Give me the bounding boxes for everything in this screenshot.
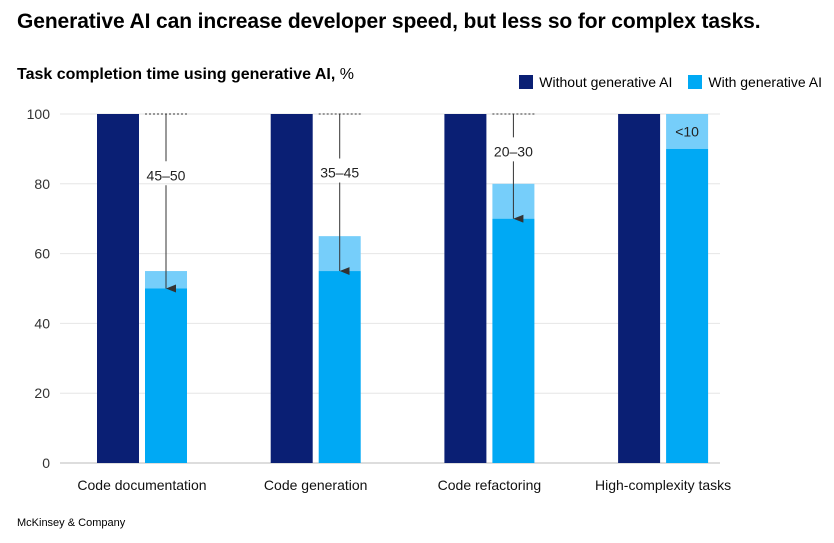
range-annotation: <10 [675, 123, 699, 139]
y-tick-label: 20 [34, 385, 50, 401]
range-annotation: 20–30 [494, 143, 533, 159]
x-tick-label: Code generation [264, 477, 368, 493]
bar-with [145, 288, 187, 463]
x-tick-label: High-complexity tasks [595, 477, 731, 493]
bar-with [492, 218, 535, 463]
legend-swatch-with [688, 75, 703, 89]
legend-swatch-without [519, 75, 534, 89]
bar-without [444, 114, 487, 463]
x-tick-label: Code documentation [77, 477, 206, 493]
bar-without [97, 114, 139, 463]
legend-item-without: Without generative AI [519, 74, 672, 90]
y-tick-label: 0 [42, 455, 50, 471]
subtitle-unit: % [335, 66, 354, 83]
source-logo-text: McKinsey & Company [17, 517, 126, 529]
chart-title: Generative AI can increase developer spe… [17, 10, 761, 33]
bar-with [666, 148, 709, 463]
x-tick-label: Code refactoring [438, 477, 542, 493]
bar-without [270, 114, 313, 463]
legend: Without generative AI With generative AI [519, 74, 822, 90]
bar-without [618, 114, 661, 463]
y-tick-label: 60 [34, 246, 50, 262]
y-tick-label: 40 [34, 315, 50, 331]
legend-label-without: Without generative AI [539, 74, 673, 90]
range-annotation: 45–50 [147, 167, 186, 183]
legend-label-with: With generative AI [708, 74, 822, 90]
legend-item-with: With generative AI [688, 74, 822, 90]
range-annotation: 35–45 [320, 165, 359, 181]
subtitle-text: Task completion time using generative AI… [17, 66, 336, 83]
bar-with [318, 271, 361, 463]
y-tick-label: 100 [27, 106, 51, 122]
y-tick-label: 80 [34, 176, 50, 192]
chart-subtitle: Task completion time using generative AI… [17, 66, 354, 84]
bar-with-range [666, 114, 709, 149]
